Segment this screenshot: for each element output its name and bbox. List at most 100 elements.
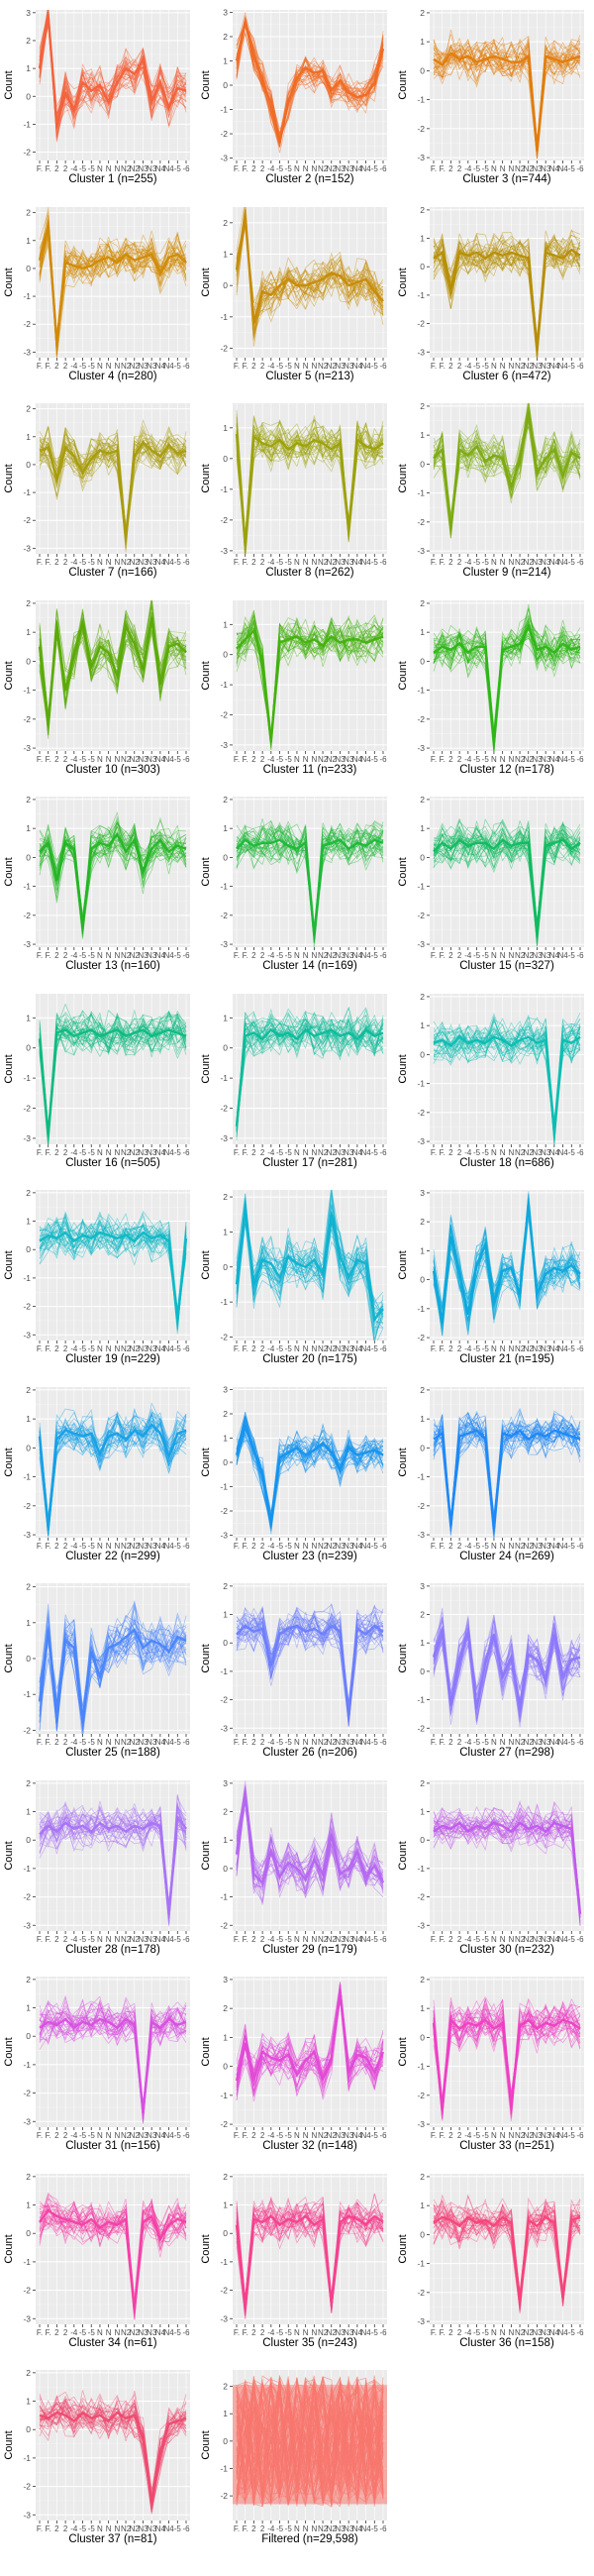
panel-title: Cluster 33 (n=251) [459,2140,554,2152]
x-tick-label: 2 [260,951,265,960]
y-tick-label: -3 [220,1723,228,1733]
series-line [236,1797,384,1904]
x-tick-label: N4 [360,2131,371,2140]
panel-background [233,2173,387,2324]
x-tick-label: 2 [251,1148,256,1157]
series-line [39,10,187,120]
x-tick-label: N [114,755,120,764]
x-tick-label: 2 [457,1148,462,1157]
x-tick-label: N4 [352,1542,363,1551]
x-tick-label: -6 [576,1935,584,1944]
x-tick-label: F. [431,1542,437,1551]
series-line [39,611,187,723]
x-tick-label: N2 [524,1344,535,1353]
mean-profile-line [433,247,581,350]
x-tick-label: -5 [276,558,284,567]
x-tick-label: N [508,1542,514,1551]
y-tick-label: -3 [220,546,228,556]
series-line [236,20,384,134]
y-axis-title: Count [200,2037,212,2066]
series-line [433,237,581,356]
x-tick-label: N4 [549,164,560,173]
series-line [39,2202,187,2312]
series-line [39,1807,187,1901]
mean-profile-line [38,1027,187,1135]
x-tick-label: N3 [138,755,148,764]
series-line [433,238,580,349]
x-tick-label: N [106,1344,112,1353]
x-tick-label: N4 [360,1344,371,1353]
x-tick-label: N4 [163,1344,174,1353]
x-tick-label: -6 [379,1738,387,1747]
y-axis-title: Count [397,70,409,99]
series-line [39,1003,187,1135]
x-tick-label: N2 [524,1935,535,1944]
x-tick-label: -5 [285,362,293,371]
x-tick-label: N [491,1344,497,1353]
y-tick-label: -3 [23,347,31,357]
series-line [39,1995,187,2111]
y-tick-label: 1 [420,2200,425,2210]
y-tick-label: -1 [220,1073,228,1083]
x-tick-label: N3 [138,1542,148,1551]
y-tick-label: -3 [417,2316,425,2326]
series-line [236,221,384,321]
x-tick-label: N3 [541,951,551,960]
series-line [39,1013,187,1143]
series-line [433,2201,581,2301]
series-lines [38,206,187,358]
series-line [39,1619,187,1730]
y-tick-label: 1 [223,619,228,629]
x-tick-label: N3 [532,755,543,764]
x-tick-label: N2 [318,755,329,764]
x-tick-label: F. [440,755,446,764]
x-tick-label: N4 [352,2524,363,2533]
x-tick-label: -5 [79,1344,87,1353]
x-tick-label: N2 [130,362,141,371]
series-line [236,219,384,334]
series-line [236,1608,384,1727]
series-line [236,1011,384,1131]
x-tick-label: 2 [63,951,68,960]
x-tick-label: N2 [318,1344,329,1353]
x-tick-label: N2 [121,164,132,173]
series-line [433,1805,581,1913]
series-line [39,210,187,351]
series-line [433,1813,581,1925]
series-line [433,233,581,352]
series-line [433,1408,581,1526]
x-tick-label: -4 [267,2131,275,2140]
series-line [236,1193,384,1325]
x-tick-label: -4 [464,1148,472,1157]
x-tick-label: 2 [251,1935,256,1944]
x-tick-label: N2 [130,1738,141,1747]
x-tick-label: N2 [130,951,141,960]
series-line [39,1013,187,1144]
y-tick-label: 2 [420,8,425,18]
y-tick-label: 2 [420,2171,425,2181]
panel-title: Cluster 30 (n=232) [459,1944,554,1956]
series-line [39,2001,187,2107]
x-tick-label: N [311,1542,317,1551]
x-tick-label: 2 [54,2131,59,2140]
x-tick-label: 2 [63,2131,68,2140]
x-tick-label: N3 [532,164,543,173]
series-line [39,1634,187,1717]
y-tick-label: -3 [23,1330,31,1340]
x-tick-label: -5 [473,1935,481,1944]
series-lines [39,1793,187,1926]
series-line [39,601,187,727]
series-line [236,429,384,554]
x-tick-label: N2 [524,1542,535,1551]
y-axis-title: Count [397,464,409,492]
series-line [39,1021,187,1144]
series-line [433,621,581,743]
x-tick-label: -5 [79,951,87,960]
x-tick-label: N3 [344,1148,354,1157]
x-tick-label: -5 [473,1148,481,1157]
series-line [236,1985,384,2087]
series-line [236,2198,384,2298]
y-tick-label: 1 [26,1217,31,1227]
